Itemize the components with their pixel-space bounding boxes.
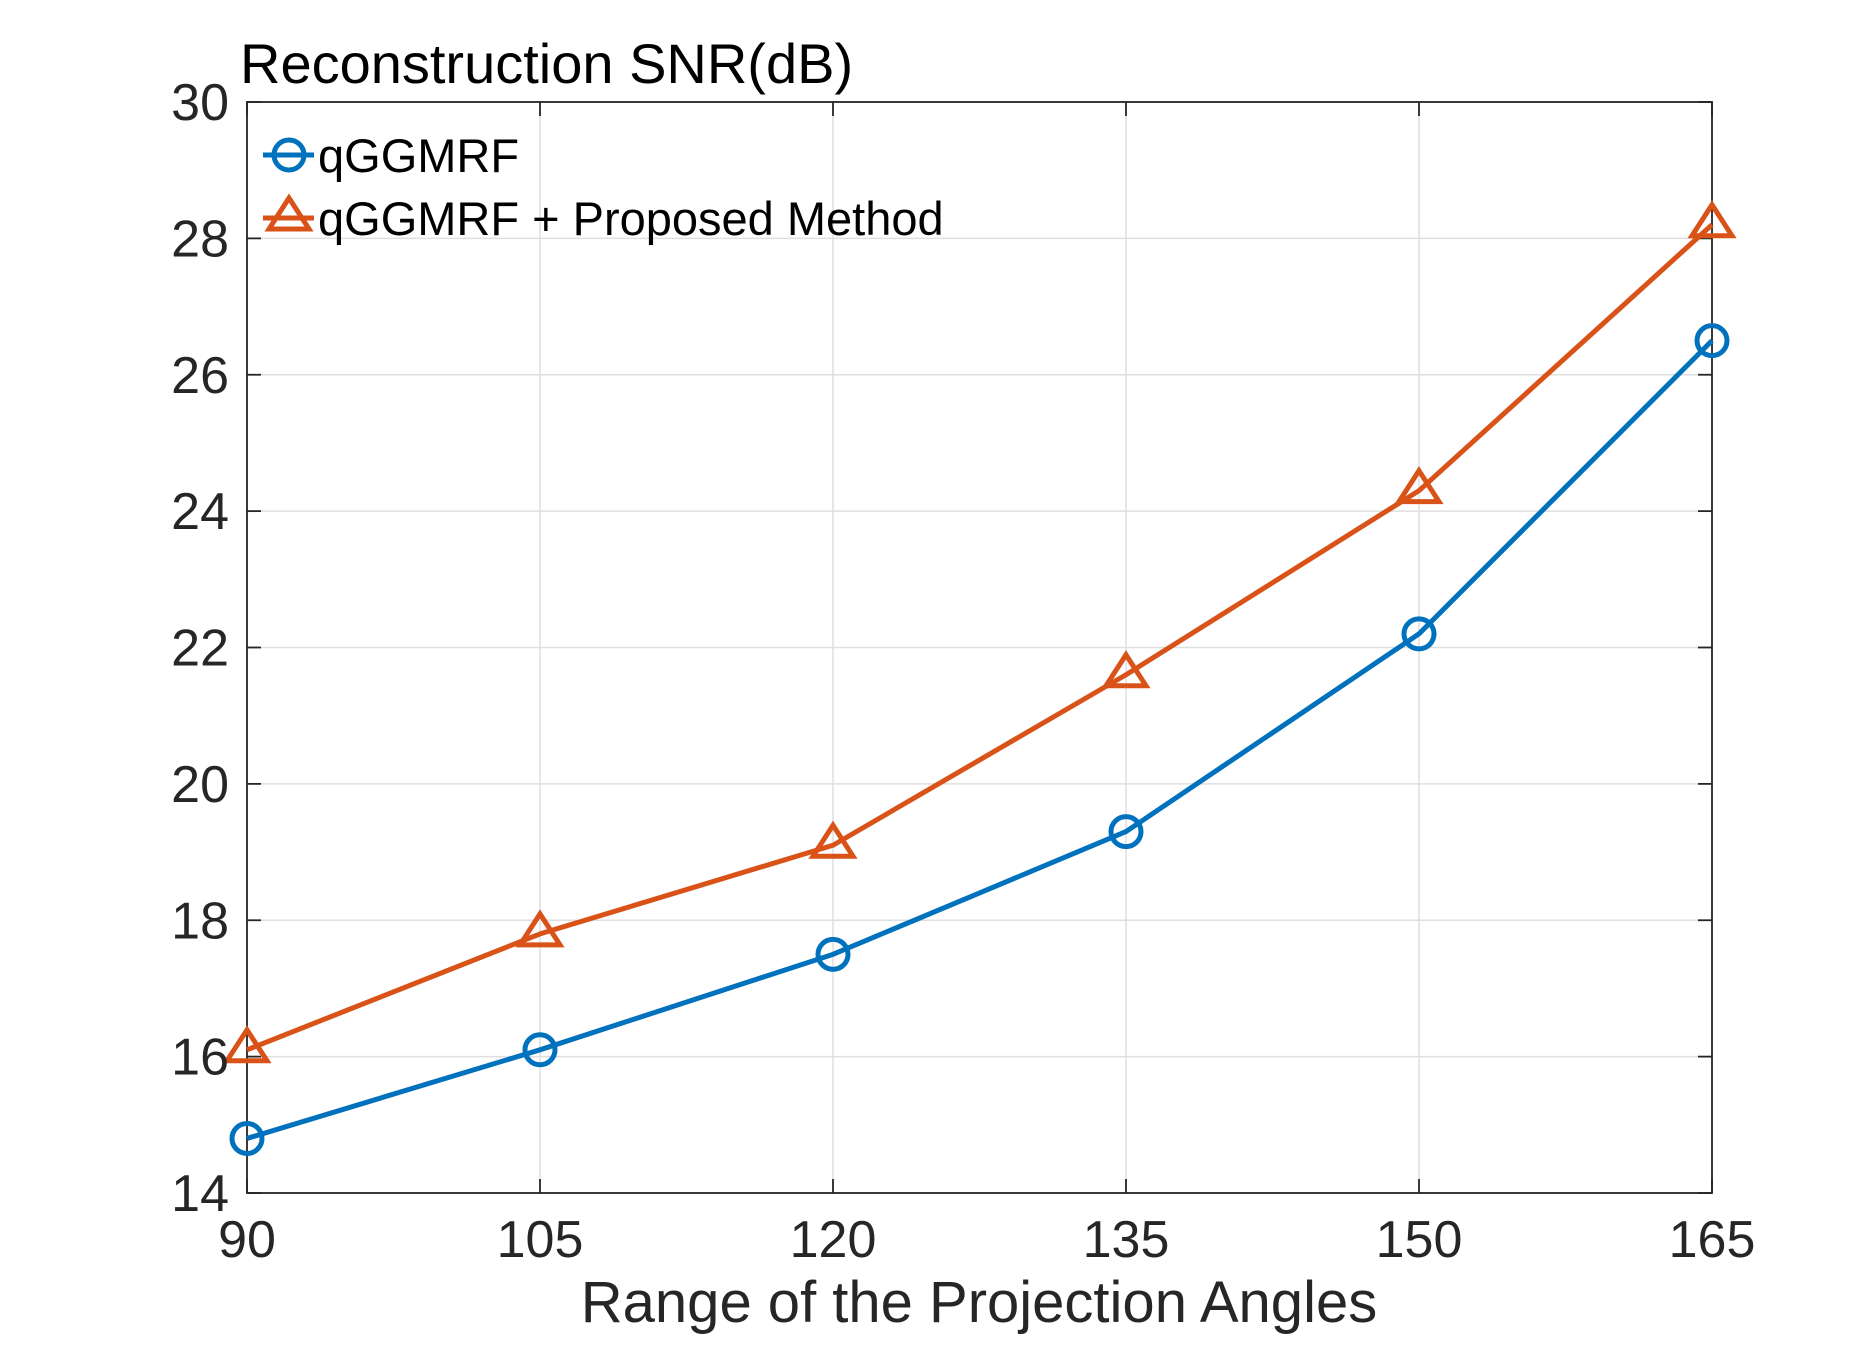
data-point-proposed bbox=[1101, 650, 1151, 689]
data-point-qggmrf bbox=[522, 1032, 558, 1068]
data-point-proposed bbox=[1394, 466, 1444, 505]
axes-layer bbox=[246, 101, 1713, 1194]
data-point-qggmrf bbox=[1694, 323, 1730, 359]
data-point-proposed bbox=[515, 909, 565, 948]
chart-title: Reconstruction SNR(dB) bbox=[240, 32, 853, 95]
x-tick-label: 135 bbox=[1083, 1211, 1170, 1269]
data-point-proposed bbox=[222, 1025, 272, 1064]
legend: qGGMRF qGGMRF + Proposed Method bbox=[263, 129, 944, 245]
data-point-proposed bbox=[1687, 200, 1737, 239]
legend-triangle-marker-icon bbox=[264, 193, 314, 232]
x-axis-title: Range of the Projection Angles bbox=[581, 1270, 1377, 1335]
series-line-qggmrf bbox=[246, 338, 1714, 1141]
series-layer bbox=[222, 200, 1737, 1156]
legend-item-qggmrf: qGGMRF bbox=[263, 129, 519, 182]
data-point-qggmrf bbox=[1108, 814, 1144, 850]
y-tick-label: 16 bbox=[171, 1029, 229, 1087]
data-point-proposed bbox=[808, 820, 858, 859]
y-tick-label: 24 bbox=[171, 483, 229, 541]
y-tick-label: 18 bbox=[171, 892, 229, 950]
y-tick-label: 28 bbox=[171, 210, 229, 268]
labels-layer: Reconstruction SNR(dB) Range of the Proj… bbox=[171, 32, 1755, 1335]
data-point-qggmrf bbox=[229, 1120, 265, 1156]
legend-label-qggmrf: qGGMRF bbox=[318, 129, 519, 182]
data-point-qggmrf bbox=[1401, 616, 1437, 652]
y-tick-label: 26 bbox=[171, 347, 229, 405]
series-line-proposed bbox=[246, 222, 1714, 1053]
legend-circle-marker-icon bbox=[271, 137, 307, 173]
legend-item-proposed: qGGMRF + Proposed Method bbox=[263, 192, 944, 245]
y-tick-label: 20 bbox=[171, 756, 229, 814]
x-tick-label: 105 bbox=[497, 1211, 584, 1269]
x-tick-label: 165 bbox=[1669, 1211, 1756, 1269]
x-tick-label: 120 bbox=[790, 1211, 877, 1269]
x-tick-label: 150 bbox=[1376, 1211, 1463, 1269]
data-point-qggmrf bbox=[815, 936, 851, 972]
x-tick-label: 90 bbox=[218, 1211, 276, 1269]
y-tick-label: 22 bbox=[171, 620, 229, 678]
legend-label-proposed: qGGMRF + Proposed Method bbox=[318, 192, 944, 245]
y-tick-label: 30 bbox=[171, 74, 229, 132]
grid-layer bbox=[246, 101, 1713, 1194]
y-tick-label: 14 bbox=[171, 1165, 229, 1223]
